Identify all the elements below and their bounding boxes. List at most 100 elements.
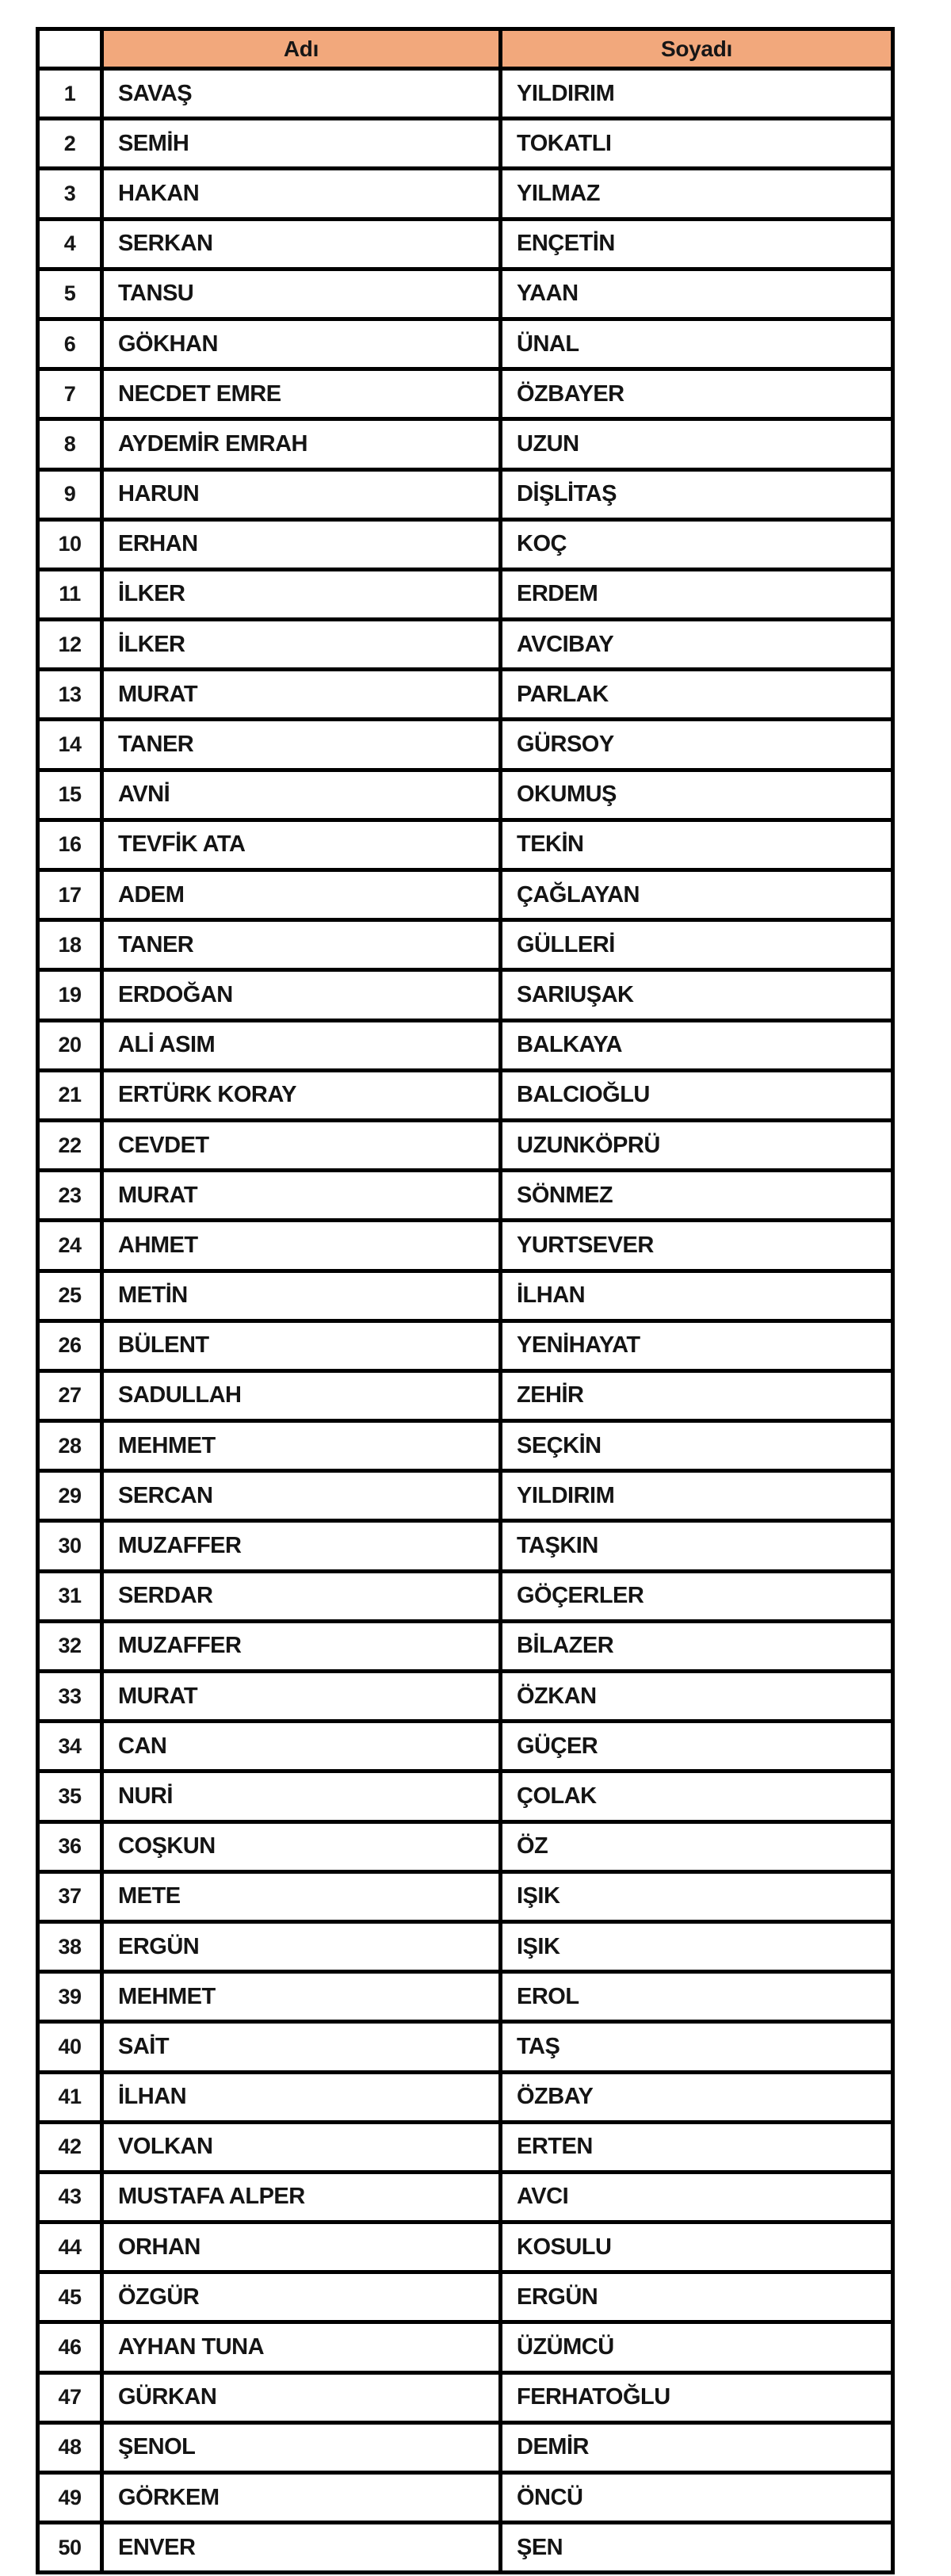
name-cell: SAVAŞ [100, 66, 502, 121]
name-cell: CAN [100, 1719, 502, 1774]
name-cell: TANER [100, 918, 502, 973]
surname-cell: SÖNMEZ [498, 1168, 895, 1223]
name-cell: AYDEMİR EMRAH [100, 417, 502, 472]
row-number-cell: 43 [36, 2169, 104, 2225]
surname-cell: TAŞKIN [498, 1519, 895, 1573]
surname-cell: GÜLLERİ [498, 918, 895, 973]
table-row: 8 AYDEMİR EMRAH UZUN [36, 417, 895, 472]
surname-cell: PARLAK [498, 667, 895, 722]
name-cell: CEVDET [100, 1118, 502, 1173]
name-cell: MUZAFFER [100, 1619, 502, 1674]
name-cell: ERGÜN [100, 1919, 502, 1974]
name-cell: COŞKUN [100, 1819, 502, 1874]
name-cell: ENVER [100, 2521, 502, 2575]
name-cell: HARUN [100, 467, 502, 522]
surname-cell: ŞEN [498, 2521, 895, 2575]
row-number-cell: 30 [36, 1519, 104, 1573]
name-cell: MURAT [100, 1668, 502, 1724]
surname-cell: YAAN [498, 266, 895, 321]
row-number-cell: 38 [36, 1919, 104, 1974]
name-cell: İLKER [100, 617, 502, 672]
row-number-cell: 18 [36, 918, 104, 973]
row-number-cell: 28 [36, 1419, 104, 1473]
row-number-cell: 10 [36, 517, 104, 571]
name-cell: GÖRKEM [100, 2470, 502, 2525]
table-row: 20 ALİ ASIM BALKAYA [36, 1018, 895, 1072]
name-cell: SERDAR [100, 1569, 502, 1623]
surname-cell: ERTEN [498, 2119, 895, 2174]
surname-cell: ÖZBAYER [498, 367, 895, 422]
surname-cell: AVCI [498, 2169, 895, 2225]
surname-cell: KOÇ [498, 517, 895, 571]
table-row: 38 ERGÜN IŞIK [36, 1919, 895, 1974]
table-row: 24 AHMET YURTSEVER [36, 1218, 895, 1273]
table-row: 1 SAVAŞ YILDIRIM [36, 66, 895, 121]
table-row: 3 HAKAN YILMAZ [36, 166, 895, 221]
row-number-cell: 40 [36, 2020, 104, 2074]
surname-cell: SEÇKİN [498, 1419, 895, 1473]
table-row: 4 SERKAN ENÇETİN [36, 216, 895, 271]
row-number-cell: 41 [36, 2070, 104, 2124]
surname-cell: FERHATOĞLU [498, 2370, 895, 2425]
table-row: 16 TEVFİK ATA TEKİN [36, 817, 895, 873]
row-number-cell: 46 [36, 2320, 104, 2375]
table-row: 23 MURAT SÖNMEZ [36, 1168, 895, 1223]
name-cell: ALİ ASIM [100, 1018, 502, 1072]
name-cell: MUZAFFER [100, 1519, 502, 1573]
row-number-cell: 13 [36, 667, 104, 722]
table-row: 35 NURİ ÇOLAK [36, 1769, 895, 1824]
row-number-cell: 17 [36, 867, 104, 923]
row-number-cell: 12 [36, 617, 104, 672]
row-number-cell: 1 [36, 66, 104, 121]
name-cell: MURAT [100, 667, 502, 722]
name-cell: AVNİ [100, 767, 502, 822]
header-cell-index [36, 27, 104, 71]
surname-cell: OKUMUŞ [498, 767, 895, 822]
table-row: 31 SERDAR GÖÇERLER [36, 1569, 895, 1623]
row-number-cell: 39 [36, 1970, 104, 2024]
surname-cell: ÖZKAN [498, 1668, 895, 1724]
name-cell: NECDET EMRE [100, 367, 502, 422]
row-number-cell: 33 [36, 1668, 104, 1724]
name-cell: AYHAN TUNA [100, 2320, 502, 2375]
table-row: 6 GÖKHAN ÜNAL [36, 316, 895, 372]
row-number-cell: 8 [36, 417, 104, 472]
row-number-cell: 16 [36, 817, 104, 873]
surname-cell: IŞIK [498, 1869, 895, 1924]
table-row: 25 METİN İLHAN [36, 1268, 895, 1323]
row-number-cell: 3 [36, 166, 104, 221]
surname-cell: DEMİR [498, 2420, 895, 2475]
row-number-cell: 37 [36, 1869, 104, 1924]
row-number-cell: 27 [36, 1368, 104, 1424]
row-number-cell: 2 [36, 117, 104, 171]
surname-cell: UZUNKÖPRÜ [498, 1118, 895, 1173]
name-cell: MURAT [100, 1168, 502, 1223]
row-number-cell: 35 [36, 1769, 104, 1824]
surname-cell: ÜZÜMCÜ [498, 2320, 895, 2375]
row-number-cell: 48 [36, 2420, 104, 2475]
name-cell: HAKAN [100, 166, 502, 221]
surname-cell: SARIUŞAK [498, 968, 895, 1022]
row-number-cell: 44 [36, 2220, 104, 2275]
table-header: Adı Soyadı [36, 27, 895, 71]
header-row: Adı Soyadı [36, 27, 895, 71]
table-row: 43 MUSTAFA ALPER AVCI [36, 2169, 895, 2225]
surname-cell: ÖZBAY [498, 2070, 895, 2124]
table-body: 1 SAVAŞ YILDIRIM 2 SEMİH TOKATLI 3 HAKAN YILMAZ 4… [36, 66, 895, 2575]
table-row: 7 NECDET EMRE ÖZBAYER [36, 367, 895, 422]
name-cell: SERKAN [100, 216, 502, 271]
table-row: 40 SAİT TAŞ [36, 2020, 895, 2074]
name-cell: TANER [100, 717, 502, 772]
surname-cell: DİŞLİTAŞ [498, 467, 895, 522]
table-row: 42 VOLKAN ERTEN [36, 2119, 895, 2174]
table-row: 12 İLKER AVCIBAY [36, 617, 895, 672]
surname-cell: ERDEM [498, 567, 895, 622]
surname-cell: BİLAZER [498, 1619, 895, 1674]
table-row: 36 COŞKUN ÖZ [36, 1819, 895, 1874]
row-number-cell: 15 [36, 767, 104, 822]
table-row: 21 ERTÜRK KORAY BALCIOĞLU [36, 1068, 895, 1122]
name-cell: MEHMET [100, 1419, 502, 1473]
table-row: 39 MEHMET EROL [36, 1970, 895, 2024]
surname-cell: BALCIOĞLU [498, 1068, 895, 1122]
surname-cell: GÖÇERLER [498, 1569, 895, 1623]
